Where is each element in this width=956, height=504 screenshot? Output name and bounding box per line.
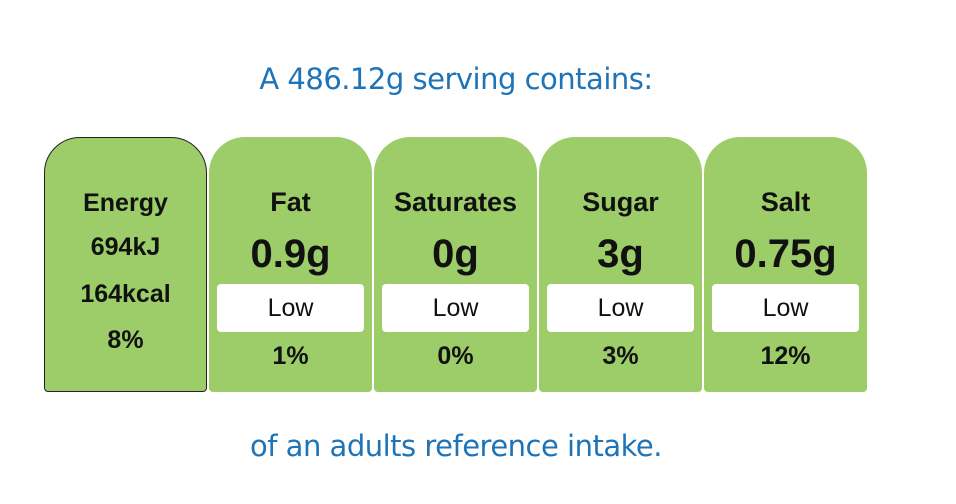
nutrient-percent: 3% (602, 342, 639, 370)
nutrient-percent: 12% (760, 342, 811, 370)
energy-kcal: 164kcal (80, 280, 171, 308)
header-title: A 486.12g serving contains: (259, 62, 653, 96)
nutrient-level: Low (712, 284, 859, 332)
nutrient-tile: Fat 0.9g Low 1% (209, 137, 372, 392)
footer-text: of an adults reference intake. (250, 429, 662, 463)
nutrient-amount: 0g (432, 232, 479, 276)
energy-tile: Energy 694kJ 164kcal 8% (44, 137, 207, 392)
nutrient-level: Low (547, 284, 694, 332)
nutrient-name: Salt (760, 187, 811, 217)
nutrient-name: Saturates (393, 187, 518, 217)
nutrient-level: Low (382, 284, 529, 332)
nutrient-name: Fat (270, 187, 311, 217)
nutrient-amount: 0.75g (734, 232, 837, 276)
nutrient-name: Sugar (582, 187, 659, 217)
nutrient-amount: 0.9g (250, 232, 331, 276)
nutrient-amount: 3g (597, 232, 644, 276)
nutrient-tile: Saturates 0g Low 0% (374, 137, 537, 392)
energy-percent: 8% (107, 326, 144, 354)
energy-kj: 694kJ (90, 233, 161, 261)
nutrient-tile: Sugar 3g Low 3% (539, 137, 702, 392)
nutrient-tile: Salt 0.75g Low 12% (704, 137, 867, 392)
nutrient-percent: 1% (272, 342, 309, 370)
energy-label: Energy (83, 189, 168, 217)
nutrient-level: Low (217, 284, 364, 332)
nutrient-percent: 0% (437, 342, 474, 370)
